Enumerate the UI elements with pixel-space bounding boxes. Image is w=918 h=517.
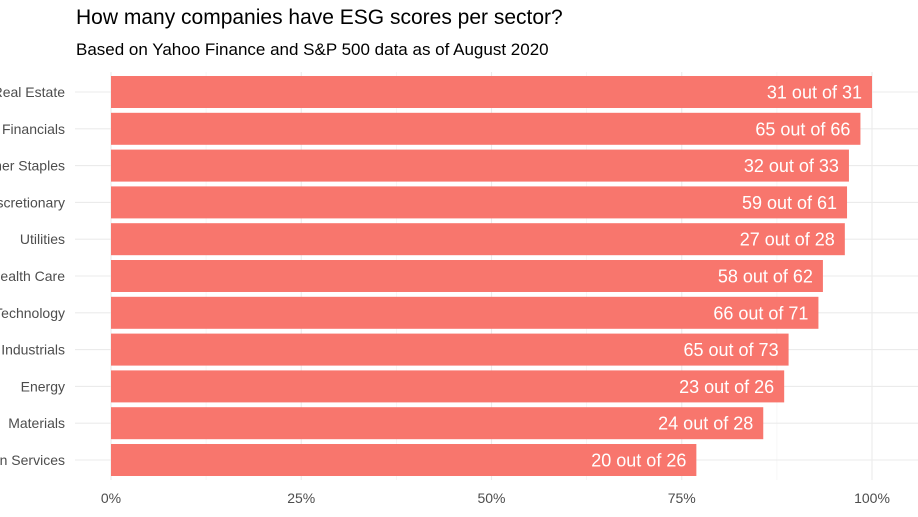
bar-value-label: 20 out of 26 [591,451,686,471]
bar [111,370,785,403]
bars: 31 out of 31 65 out of 66 32 out of 33 59 o… [111,76,872,476]
bar-value-label: 65 out of 66 [755,119,850,139]
bar [111,444,697,476]
chart-subtitle: Based on Yahoo Finance and S&P 500 data … [76,40,549,59]
x-tick-label: 25% [287,490,315,506]
bar-value-label: 66 out of 71 [713,303,808,323]
category-label: Information Technology [0,305,65,321]
bar-value-label: 65 out of 73 [684,340,779,360]
bar [111,112,861,145]
x-tick-label: 0% [101,490,121,506]
bar-value-label: 27 out of 28 [740,230,835,250]
x-tick-label: 75% [668,490,696,506]
bar [111,223,845,256]
category-label: Health Care [0,268,65,284]
bar [111,296,819,329]
category-label: Communication Services [0,452,65,468]
bar [111,149,849,182]
category-labels: Real Estate Financials Consumer Staples Con… [0,84,65,468]
bar [111,76,872,108]
bar-value-label: 23 out of 26 [679,377,774,397]
x-tick-label: 100% [854,490,890,506]
category-label: Industrials [1,342,65,358]
bar [111,333,789,366]
category-label: Energy [21,378,65,394]
x-tick-labels: 0% 25% 50% 75% 100% [101,490,890,506]
x-tick-label: 50% [477,490,505,506]
chart-title: How many companies have ESG scores per s… [76,6,563,29]
bar-value-label: 32 out of 33 [744,156,839,176]
category-label: Materials [8,415,65,431]
category-label: Real Estate [0,84,65,100]
category-label: Utilities [20,231,65,247]
category-label: Financials [2,121,65,137]
bar-value-label: 31 out of 31 [767,83,862,103]
bar [111,407,764,440]
bar-value-label: 24 out of 28 [658,414,753,434]
category-label: Consumer Staples [0,158,65,174]
category-label: Consumer Discretionary [0,194,65,210]
bar [111,260,823,292]
bar [111,186,848,219]
bar-value-label: 59 out of 61 [742,193,837,213]
bar-value-label: 58 out of 62 [718,267,813,287]
